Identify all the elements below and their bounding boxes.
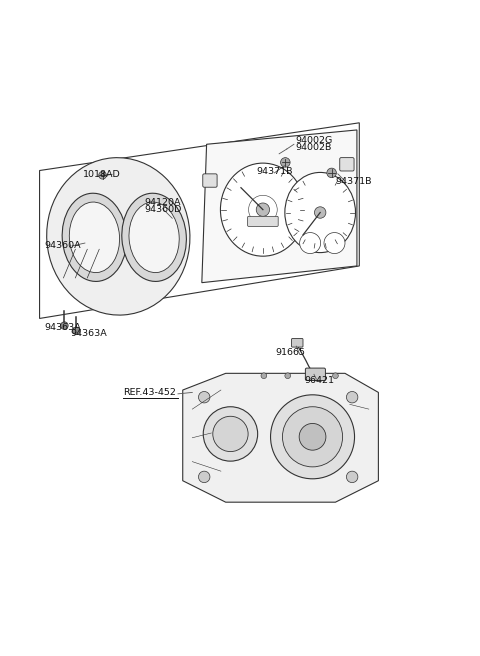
- Ellipse shape: [129, 202, 179, 273]
- Circle shape: [271, 395, 355, 479]
- Ellipse shape: [47, 157, 190, 315]
- Text: 94363A: 94363A: [44, 323, 81, 331]
- Circle shape: [72, 327, 80, 335]
- Text: 96421: 96421: [304, 376, 335, 385]
- FancyBboxPatch shape: [248, 216, 278, 226]
- FancyBboxPatch shape: [305, 368, 325, 380]
- Polygon shape: [202, 130, 357, 283]
- Circle shape: [347, 471, 358, 483]
- Circle shape: [261, 373, 267, 379]
- Text: 94371B: 94371B: [336, 176, 372, 186]
- Circle shape: [347, 392, 358, 403]
- Circle shape: [324, 233, 345, 254]
- Circle shape: [199, 392, 210, 403]
- Text: 94360D: 94360D: [144, 205, 182, 214]
- FancyBboxPatch shape: [291, 338, 303, 347]
- Ellipse shape: [285, 173, 356, 253]
- Circle shape: [99, 171, 107, 179]
- Text: 94002B: 94002B: [295, 143, 331, 152]
- Circle shape: [285, 373, 290, 379]
- Circle shape: [299, 423, 326, 450]
- Circle shape: [203, 407, 258, 461]
- Ellipse shape: [122, 194, 186, 281]
- Text: REF.43-452: REF.43-452: [123, 388, 176, 397]
- FancyBboxPatch shape: [340, 157, 354, 171]
- Text: 1018AD: 1018AD: [83, 170, 120, 179]
- Circle shape: [281, 157, 290, 167]
- Text: 94371B: 94371B: [257, 167, 293, 176]
- Circle shape: [282, 407, 343, 467]
- Circle shape: [314, 207, 326, 218]
- Circle shape: [313, 373, 319, 379]
- Ellipse shape: [220, 163, 305, 256]
- Circle shape: [199, 471, 210, 483]
- Circle shape: [256, 203, 270, 216]
- Ellipse shape: [62, 194, 127, 281]
- Circle shape: [333, 373, 338, 379]
- Text: 91665: 91665: [276, 348, 306, 358]
- Text: 94360A: 94360A: [44, 241, 81, 251]
- Text: 94363A: 94363A: [71, 329, 108, 338]
- FancyBboxPatch shape: [203, 174, 217, 187]
- Circle shape: [60, 322, 68, 329]
- Ellipse shape: [69, 202, 120, 273]
- Circle shape: [300, 233, 321, 254]
- Circle shape: [213, 417, 248, 451]
- Text: 94002G: 94002G: [295, 136, 332, 145]
- Polygon shape: [183, 373, 378, 502]
- Text: 94120A: 94120A: [144, 199, 181, 207]
- Circle shape: [327, 168, 336, 178]
